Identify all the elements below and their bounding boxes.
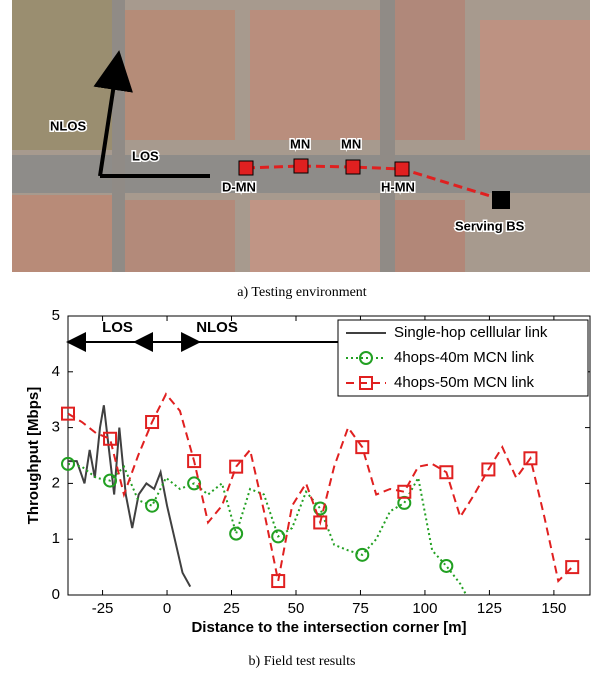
label: H-MN — [381, 179, 415, 194]
caption: a) Testing environment — [237, 285, 367, 300]
legend-label: 4hops-50m MCN link — [394, 374, 535, 391]
label: LOS — [132, 148, 159, 163]
y-tick-label: 0 — [52, 586, 60, 603]
x-tick-label: 50 — [288, 600, 305, 617]
annotation: NLOS — [196, 319, 238, 336]
y-tick-label: 4 — [52, 363, 60, 380]
legend-label: 4hops-40m MCN link — [394, 349, 535, 366]
label: MN — [341, 136, 361, 151]
x-tick-label: 150 — [541, 600, 566, 617]
aerial-photo: NLOS LOS MN MN D-MN H-MN Serving BS — [12, 0, 590, 272]
y-tick-label: 3 — [52, 419, 60, 436]
x-tick-label: 125 — [477, 600, 502, 617]
x-tick-label: 25 — [223, 600, 240, 617]
label: MN — [290, 136, 310, 151]
x-tick-label: 75 — [352, 600, 369, 617]
y-tick-label: 1 — [52, 530, 60, 547]
figure: NLOS LOS MN MN D-MN H-MN Serving BS a) T… — [0, 0, 604, 677]
y-axis-label: Throughput [Mbps] — [25, 387, 42, 524]
label: Serving BS — [455, 218, 525, 233]
page: {"environment": {"labels": {"nlos": "NLO… — [0, 0, 604, 677]
annotation: LOS — [102, 319, 133, 336]
x-axis-label: Distance to the intersection corner [m] — [191, 619, 466, 636]
x-tick-label: -25 — [92, 600, 114, 617]
x-tick-label: 100 — [412, 600, 437, 617]
label: D-MN — [222, 179, 256, 194]
caption: b) Field test results — [249, 654, 356, 669]
x-tick-label: 0 — [163, 600, 171, 617]
label: NLOS — [50, 118, 86, 133]
legend-label: Single-hop celllular link — [394, 324, 548, 341]
y-tick-label: 2 — [52, 474, 60, 491]
y-tick-label: 5 — [52, 307, 60, 324]
